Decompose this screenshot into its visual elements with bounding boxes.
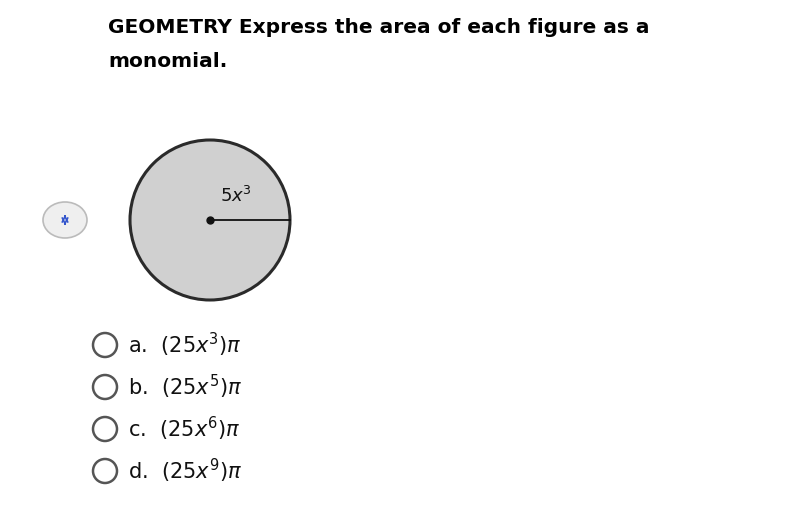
Circle shape <box>130 140 290 300</box>
Circle shape <box>93 375 117 399</box>
Ellipse shape <box>43 202 87 238</box>
Text: a.  $(25x^{3})\pi$: a. $(25x^{3})\pi$ <box>128 331 242 359</box>
Text: monomial.: monomial. <box>108 52 227 71</box>
Text: b.  $(25x^{5})\pi$: b. $(25x^{5})\pi$ <box>128 373 242 401</box>
Text: GEOMETRY Express the area of each figure as a: GEOMETRY Express the area of each figure… <box>108 18 650 37</box>
Text: c.  $(25x^{6})\pi$: c. $(25x^{6})\pi$ <box>128 415 240 443</box>
Text: $5x^3$: $5x^3$ <box>220 186 252 206</box>
Text: d.  $(25x^{9})\pi$: d. $(25x^{9})\pi$ <box>128 457 242 485</box>
Circle shape <box>93 417 117 441</box>
Circle shape <box>93 459 117 483</box>
Circle shape <box>93 333 117 357</box>
